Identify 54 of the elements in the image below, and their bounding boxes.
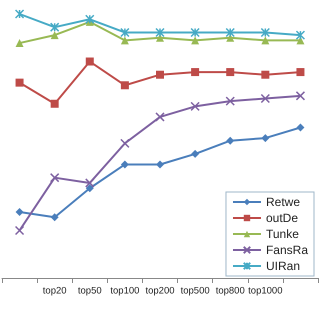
point bbox=[225, 96, 235, 106]
point bbox=[155, 28, 165, 38]
point bbox=[16, 208, 24, 216]
point bbox=[16, 39, 24, 48]
point bbox=[50, 172, 60, 182]
point bbox=[260, 94, 270, 104]
point bbox=[226, 136, 234, 145]
point bbox=[190, 102, 200, 112]
point bbox=[191, 150, 200, 158]
point bbox=[261, 134, 270, 142]
point bbox=[296, 124, 304, 132]
point bbox=[191, 36, 200, 44]
point bbox=[14, 9, 24, 19]
x-tick-label: top1000 bbox=[248, 286, 283, 296]
point bbox=[156, 160, 164, 168]
point bbox=[156, 34, 164, 42]
point bbox=[50, 22, 60, 32]
point bbox=[14, 226, 24, 236]
point bbox=[50, 213, 59, 222]
point bbox=[120, 81, 129, 90]
x-tick-label: top50 bbox=[78, 286, 102, 296]
point bbox=[155, 112, 165, 122]
x-tick-label: top100 bbox=[110, 286, 140, 296]
point bbox=[120, 138, 130, 148]
point bbox=[296, 91, 306, 101]
point bbox=[50, 31, 59, 40]
point bbox=[296, 30, 306, 40]
x-tick-label: top200 bbox=[145, 286, 175, 296]
point bbox=[225, 28, 235, 38]
x-tick-label: top500 bbox=[180, 286, 210, 296]
legend-label: Retwe bbox=[266, 195, 300, 209]
point bbox=[296, 68, 304, 76]
point bbox=[156, 70, 164, 79]
point bbox=[86, 58, 94, 66]
point bbox=[50, 100, 59, 108]
legend-label: outDe bbox=[266, 211, 298, 225]
legend-label: UIRan bbox=[266, 259, 300, 273]
point bbox=[120, 28, 130, 38]
point bbox=[85, 178, 95, 188]
x-tick-label: top20 bbox=[42, 286, 67, 296]
point bbox=[86, 184, 94, 192]
legend-label: Tunke bbox=[266, 227, 300, 241]
point bbox=[120, 36, 129, 44]
x-tick-label: top800 bbox=[216, 286, 245, 296]
point bbox=[226, 68, 234, 76]
point bbox=[85, 14, 95, 24]
point bbox=[261, 36, 270, 44]
point bbox=[261, 70, 270, 79]
point bbox=[260, 28, 270, 38]
point bbox=[191, 68, 200, 76]
point bbox=[16, 78, 24, 87]
legend-label: FansRa bbox=[266, 243, 308, 257]
point bbox=[190, 28, 200, 38]
point bbox=[120, 160, 129, 168]
